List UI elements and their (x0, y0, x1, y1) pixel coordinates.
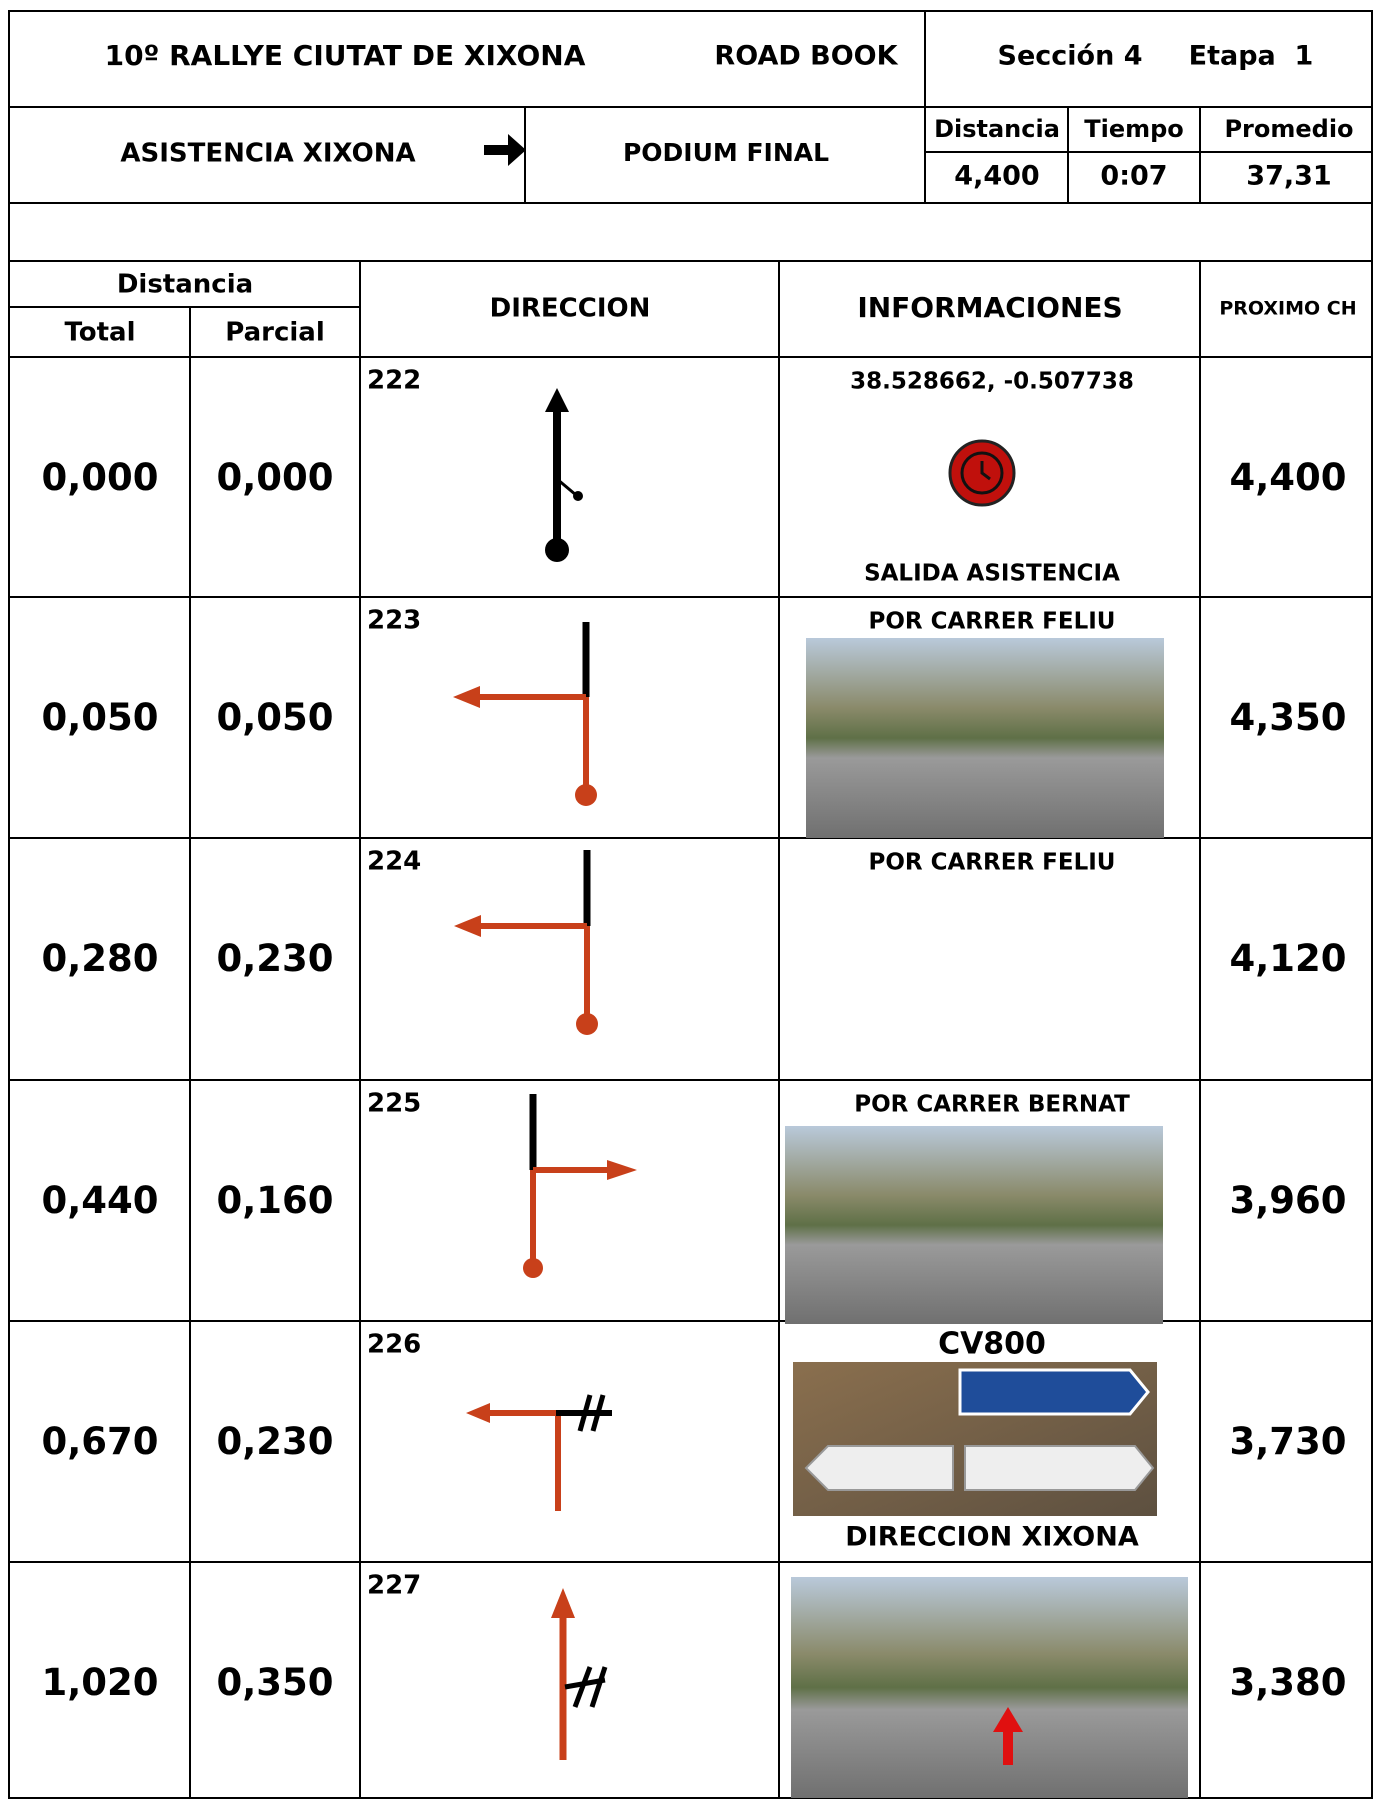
partial-distance: 0,160 (216, 1179, 333, 1222)
next-ch-distance: 3,960 (1229, 1179, 1346, 1222)
column-header: Distancia (117, 270, 253, 300)
next-ch-distance: 4,350 (1229, 696, 1346, 739)
partial-distance: 0,050 (216, 696, 333, 739)
partial-distance: 0,230 (216, 1420, 333, 1463)
next-ch-distance: 4,400 (1229, 456, 1346, 499)
next-ch-distance: 4,120 (1229, 937, 1346, 980)
total-distance: 1,020 (41, 1661, 158, 1704)
route-from: ASISTENCIA XIXONA (120, 139, 415, 169)
total-distance: 0,440 (41, 1179, 158, 1222)
title: 10º RALLYE CIUTAT DE XIXONA (105, 39, 586, 72)
direction-diagram (466, 1362, 1157, 1516)
column-header: PROXIMO CH (1219, 298, 1356, 320)
info-text: POR CARRER BERNAT (854, 1092, 1130, 1118)
column-header: Parcial (225, 318, 325, 348)
info-text: SALIDA ASISTENCIA (864, 561, 1120, 587)
column-header: DIRECCION (490, 294, 651, 324)
info-text: DIRECCION XIXONA (845, 1522, 1139, 1553)
next-ch-distance: 3,380 (1229, 1661, 1346, 1704)
instruction-number: 222 (367, 366, 421, 396)
stat-value: 0:07 (1100, 161, 1167, 192)
column-header: Total (64, 318, 135, 348)
info-text: POR CARRER FELIU (869, 609, 1116, 635)
direction-diagram (454, 850, 598, 1035)
partial-distance: 0,230 (216, 937, 333, 980)
direction-diagram (545, 388, 1016, 562)
total-distance: 0,050 (41, 696, 158, 739)
instruction-number: 226 (367, 1330, 421, 1360)
direction-diagram (523, 1094, 1163, 1324)
column-header: INFORMACIONES (857, 291, 1122, 324)
instruction-number: 224 (367, 847, 421, 877)
stat-header: Promedio (1224, 115, 1353, 143)
instruction-number: 227 (367, 1571, 421, 1601)
partial-distance: 0,000 (216, 456, 333, 499)
info-text: POR CARRER FELIU (869, 850, 1116, 876)
stat-value: 4,400 (954, 161, 1039, 192)
section: Sección 4 (998, 41, 1143, 72)
route-arrow (484, 134, 526, 166)
stage: Etapa 1 (1189, 41, 1314, 72)
subtitle: ROAD BOOK (714, 41, 898, 72)
direction-diagram (453, 622, 1164, 838)
instruction-number: 225 (367, 1089, 421, 1119)
instruction-number: 223 (367, 606, 421, 636)
stat-header: Tiempo (1084, 115, 1184, 143)
rows: 0,000 0,000 222 4,400 38.528662, -0.507738 SA… (41, 366, 1346, 1705)
direction-diagram (551, 1577, 1188, 1798)
total-distance: 0,670 (41, 1420, 158, 1463)
stat-value: 37,31 (1246, 161, 1331, 192)
route-to: PODIUM FINAL (623, 138, 829, 167)
total-distance: 0,000 (41, 456, 158, 499)
partial-distance: 0,350 (216, 1661, 333, 1704)
info-text: 38.528662, -0.507738 (850, 369, 1134, 395)
total-distance: 0,280 (41, 937, 158, 980)
grid (8, 10, 1373, 1799)
next-ch-distance: 3,730 (1229, 1420, 1346, 1463)
info-text: CV800 (938, 1327, 1046, 1362)
stat-header: Distancia (934, 115, 1060, 143)
